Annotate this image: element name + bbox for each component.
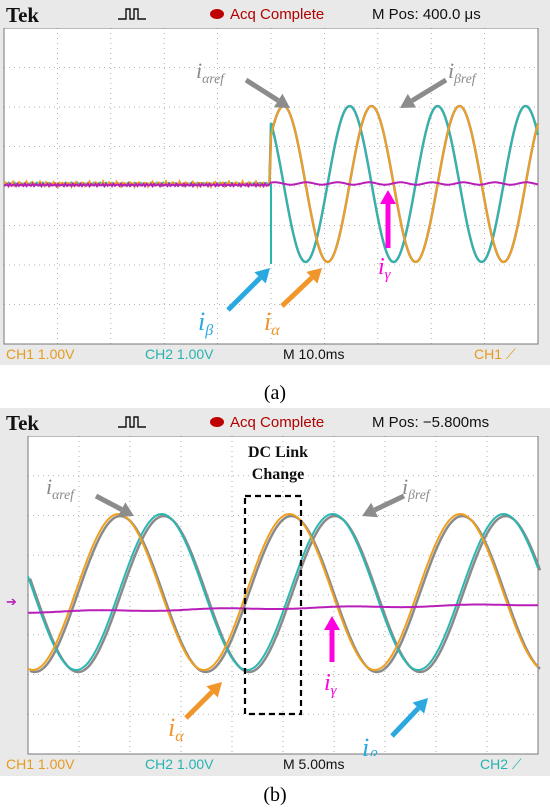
arrow-ia-ref-head <box>273 93 290 108</box>
timebase: M 10.0ms <box>283 346 345 362</box>
arrow-ib-ref <box>410 77 448 103</box>
arrow-ia <box>184 690 214 720</box>
arrow-ia-head <box>306 268 322 284</box>
scope-header: Tek Acq Complete M Pos: −5.800ms <box>0 408 550 436</box>
arrow-ib-ref-head <box>362 502 379 518</box>
arrow-ib <box>226 276 262 312</box>
ch1-scale: CH1 1.00V <box>6 346 75 362</box>
arrow-ib-head <box>412 698 428 714</box>
dc-link-box <box>243 494 303 716</box>
graticule-grid <box>28 436 538 754</box>
acq-status: Acq Complete <box>210 414 324 431</box>
arrow-ib-head <box>254 268 270 284</box>
ch-ground-marker: ➔ <box>6 594 17 609</box>
series-ia <box>27 512 539 672</box>
arrow-ia-ref <box>94 493 123 512</box>
trigger-source: CH2 ⟋ <box>480 756 522 772</box>
m-pos-readout: M Pos: −5.800ms <box>372 414 490 431</box>
ch2-scale: CH2 1.00V <box>145 346 214 362</box>
ch1-scale: CH1 1.00V <box>6 756 75 772</box>
series-ib <box>27 512 539 672</box>
status-dot-icon <box>210 9 224 19</box>
arrow-ib <box>390 706 421 738</box>
scope-panel-b: Tek Acq Complete M Pos: −5.800ms ▼ ➔iαre… <box>0 408 550 776</box>
caption-a: (a) <box>263 382 287 404</box>
brand-label: Tek <box>6 3 40 27</box>
graticule-border <box>27 436 539 755</box>
series-ig <box>28 603 539 614</box>
arrow-ia-head <box>206 682 222 698</box>
arrow-ib-ref-head <box>400 93 417 108</box>
graticule-grid <box>4 28 538 344</box>
scope-footer: CH1 1.00V CH2 1.00V M 10.0ms CH1 ⟋ <box>0 346 550 366</box>
scope-header: Tek Acq Complete M Pos: 400.0 μs <box>0 0 550 28</box>
m-pos-readout: M Pos: 400.0 μs <box>372 6 481 23</box>
ch2-scale: CH2 1.00V <box>145 756 214 772</box>
graticule-border <box>3 28 539 345</box>
caption-b: (b) <box>263 784 287 806</box>
trigger-pulse-icon <box>118 8 146 20</box>
arrow-ia-ref-head <box>117 502 134 517</box>
acq-status: Acq Complete <box>210 6 324 23</box>
status-dot-icon <box>210 417 224 427</box>
scope-panel-a: Tek Acq Complete M Pos: 400.0 μs ▼ iαref… <box>0 0 550 365</box>
trigger-pulse-icon <box>118 416 146 428</box>
series-ig <box>3 181 539 188</box>
brand-label: Tek <box>6 411 40 435</box>
arrow-ib-ref <box>373 493 406 513</box>
series-ia-ref <box>29 514 541 674</box>
timebase: M 5.00ms <box>283 756 345 772</box>
arrow-ia-ref <box>244 77 280 103</box>
arrow-ia <box>280 275 314 308</box>
waveform-plot-b: ➔iαrefiβrefiαiβiγ <box>6 436 542 756</box>
trigger-source: CH1 ⟋ <box>474 346 516 362</box>
dc-link-label: DC Link Change <box>247 444 309 483</box>
scope-footer: CH1 1.00V CH2 1.00V M 5.00ms CH2 ⟋ <box>0 756 550 776</box>
arrow-ig-head <box>324 616 340 630</box>
arrow-ig-head <box>380 190 396 204</box>
